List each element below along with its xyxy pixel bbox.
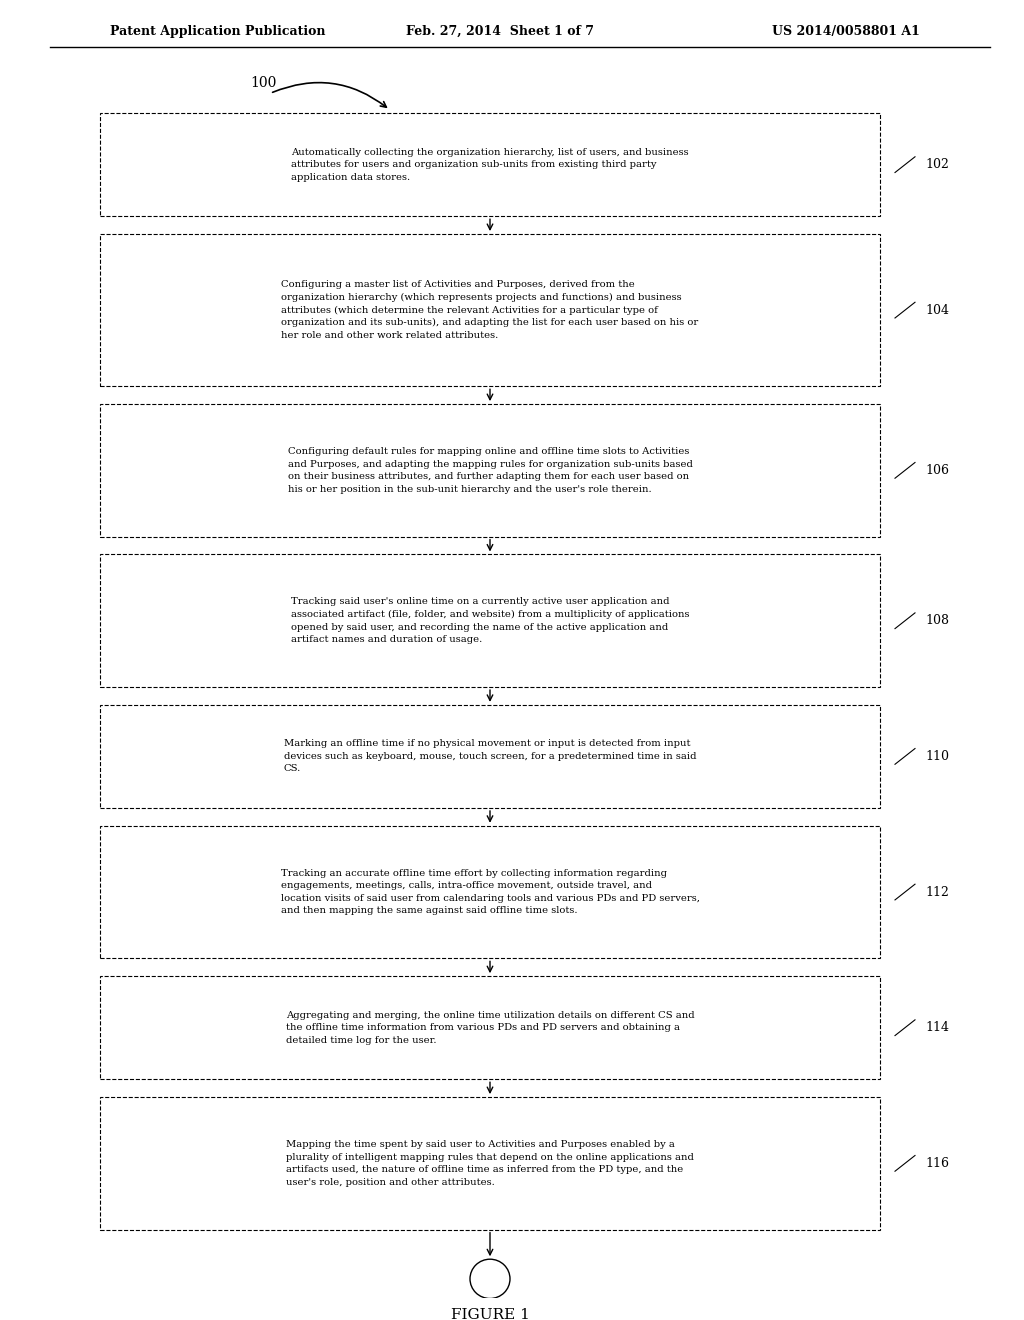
Text: 106: 106 [925,463,949,477]
Text: 116: 116 [925,1156,949,1170]
Text: Feb. 27, 2014  Sheet 1 of 7: Feb. 27, 2014 Sheet 1 of 7 [406,25,594,37]
FancyBboxPatch shape [100,705,880,808]
Text: Aggregating and merging, the online time utilization details on different CS and: Aggregating and merging, the online time… [286,1011,694,1044]
Text: Tracking said user's online time on a currently active user application and
asso: Tracking said user's online time on a cu… [291,598,689,644]
FancyBboxPatch shape [100,826,880,958]
Text: 100: 100 [250,77,276,91]
Text: FIGURE 1: FIGURE 1 [451,1308,529,1320]
FancyBboxPatch shape [100,975,880,1080]
Text: 112: 112 [925,886,949,899]
Text: Configuring a master list of Activities and Purposes, derived from the
organizat: Configuring a master list of Activities … [282,280,698,341]
Text: Marking an offline time if no physical movement or input is detected from input
: Marking an offline time if no physical m… [284,739,696,774]
Text: 104: 104 [925,304,949,317]
Text: Patent Application Publication: Patent Application Publication [110,25,326,37]
Circle shape [470,1259,510,1299]
FancyBboxPatch shape [100,114,880,216]
Text: Configuring default rules for mapping online and offline time slots to Activitie: Configuring default rules for mapping on… [288,447,692,494]
Text: 102: 102 [925,158,949,172]
FancyBboxPatch shape [100,234,880,387]
Text: US 2014/0058801 A1: US 2014/0058801 A1 [772,25,920,37]
Text: Automatically collecting the organization hierarchy, list of users, and business: Automatically collecting the organizatio… [291,148,689,182]
Text: 110: 110 [925,750,949,763]
Text: 108: 108 [925,614,949,627]
Text: Tracking an accurate offline time effort by collecting information regarding
eng: Tracking an accurate offline time effort… [281,869,699,915]
FancyBboxPatch shape [100,554,880,688]
Text: 114: 114 [925,1022,949,1034]
FancyBboxPatch shape [100,1097,880,1230]
FancyBboxPatch shape [100,404,880,537]
Text: Mapping the time spent by said user to Activities and Purposes enabled by a
plur: Mapping the time spent by said user to A… [286,1140,694,1187]
